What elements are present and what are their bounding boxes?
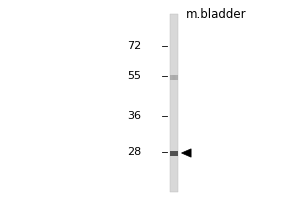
Bar (170, 74, 178, 79)
Text: 28: 28 (127, 147, 141, 157)
Text: 72: 72 (127, 41, 141, 51)
Bar (175, 74, 176, 79)
Bar (173, 74, 175, 79)
Bar (172, 74, 173, 79)
Polygon shape (182, 149, 191, 157)
Bar (170, 151, 178, 156)
Bar (170, 74, 172, 79)
Bar (176, 74, 178, 79)
Bar (170, 14, 178, 192)
Text: 36: 36 (127, 111, 141, 121)
Text: m.bladder: m.bladder (186, 8, 246, 21)
Text: 55: 55 (127, 71, 141, 81)
